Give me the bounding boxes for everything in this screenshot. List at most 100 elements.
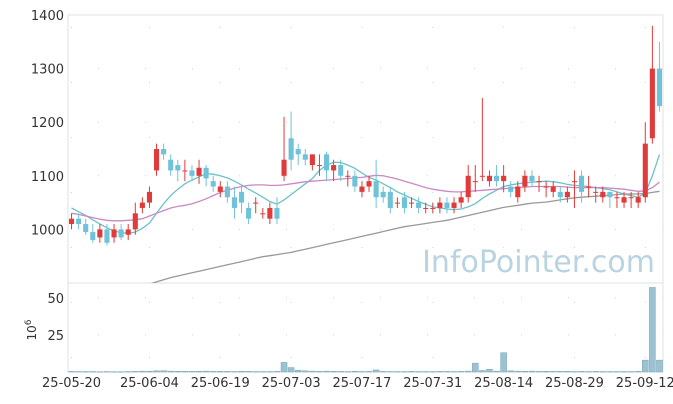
candle [607, 191, 613, 208]
volume-bar [521, 371, 529, 373]
moving-average-line-2 [71, 174, 660, 222]
volume-bar [542, 371, 550, 373]
candle [416, 197, 422, 214]
volume-bar [379, 371, 387, 373]
volume-bar [571, 371, 578, 373]
candle-body [479, 175, 485, 177]
candle-body [231, 197, 238, 208]
candle [472, 165, 478, 192]
candle-body [508, 186, 514, 192]
candle-body [600, 191, 606, 198]
date-tick-label: 25-06-19 [191, 376, 250, 391]
candle [175, 159, 181, 182]
candle-body [153, 149, 160, 171]
candle [238, 186, 245, 214]
volume-bar [89, 371, 97, 373]
candle [118, 224, 124, 241]
candle-body [281, 159, 287, 176]
candle [458, 191, 464, 208]
candle-body [394, 202, 400, 204]
candle-body [472, 181, 478, 183]
gridlines [68, 14, 663, 372]
candle-body [649, 68, 655, 139]
candle [139, 197, 145, 214]
volume-bar [429, 371, 437, 373]
volume-bar [252, 371, 259, 373]
volume-bar [649, 287, 656, 373]
volume-bar [500, 352, 507, 373]
candle-body [571, 181, 578, 183]
volume-bar [443, 371, 451, 373]
candle [161, 143, 167, 160]
candle [210, 175, 216, 192]
candle-body [430, 207, 436, 209]
volume-bar [656, 359, 663, 373]
candle-body [331, 165, 337, 171]
candle [479, 98, 485, 182]
volume-bar [195, 371, 203, 373]
candle [316, 154, 323, 176]
candle [515, 181, 521, 203]
volume-bar [514, 370, 522, 373]
candle-body [416, 202, 422, 208]
candle-body [373, 181, 379, 198]
candle-body [196, 167, 202, 176]
candle [253, 197, 259, 214]
volume-bar [528, 370, 536, 373]
candle [274, 197, 280, 225]
volume-bar [457, 371, 465, 373]
candle [125, 224, 131, 241]
price-tick-label: 1100 [31, 170, 64, 185]
volume-bar [302, 370, 309, 373]
candle [373, 159, 379, 208]
candle-body [104, 229, 110, 243]
volume-bar [464, 370, 472, 373]
volume-unit-label: 106 [24, 319, 39, 340]
date-tick-label: 25-08-29 [545, 376, 604, 391]
candle-body [380, 191, 386, 198]
candle-body [408, 202, 415, 204]
candle-body [288, 138, 294, 160]
volume-bar [408, 371, 415, 373]
volume-bar [188, 371, 196, 373]
candle [578, 170, 585, 203]
candle [217, 181, 223, 198]
candle [465, 165, 471, 203]
panel-frames [67, 14, 664, 373]
candle [68, 213, 75, 230]
candle [401, 191, 408, 214]
volume-bar [330, 371, 337, 373]
candle-body [642, 143, 648, 198]
volume-bar [82, 371, 89, 373]
volume-bar [337, 371, 344, 373]
volume-bar [287, 367, 295, 373]
volume-bar [344, 371, 352, 373]
candle [281, 116, 287, 182]
candle-body [486, 175, 493, 182]
candle-body [401, 197, 408, 208]
candle [231, 186, 238, 219]
volume-bar [181, 371, 189, 373]
date-tick-label: 25-09-12 [616, 376, 673, 391]
candle [267, 202, 273, 225]
volume-bar [592, 371, 599, 373]
candle-body [444, 202, 450, 208]
volume-tick-label: 50 [47, 292, 64, 307]
volume-unit-base: 10 [25, 325, 39, 340]
candle-body [253, 202, 259, 204]
volume-bar [634, 371, 642, 373]
volume-bar [599, 371, 607, 373]
candle [628, 191, 634, 208]
volume-bar [259, 371, 267, 373]
candle-body [76, 218, 82, 225]
candle [593, 186, 599, 203]
volume-bar [316, 371, 323, 373]
candle [635, 191, 641, 208]
candle-body [146, 191, 153, 203]
candle [451, 197, 457, 214]
candle [493, 165, 500, 187]
candle [203, 165, 209, 187]
candle-body [493, 175, 500, 182]
candle-body [274, 207, 280, 219]
